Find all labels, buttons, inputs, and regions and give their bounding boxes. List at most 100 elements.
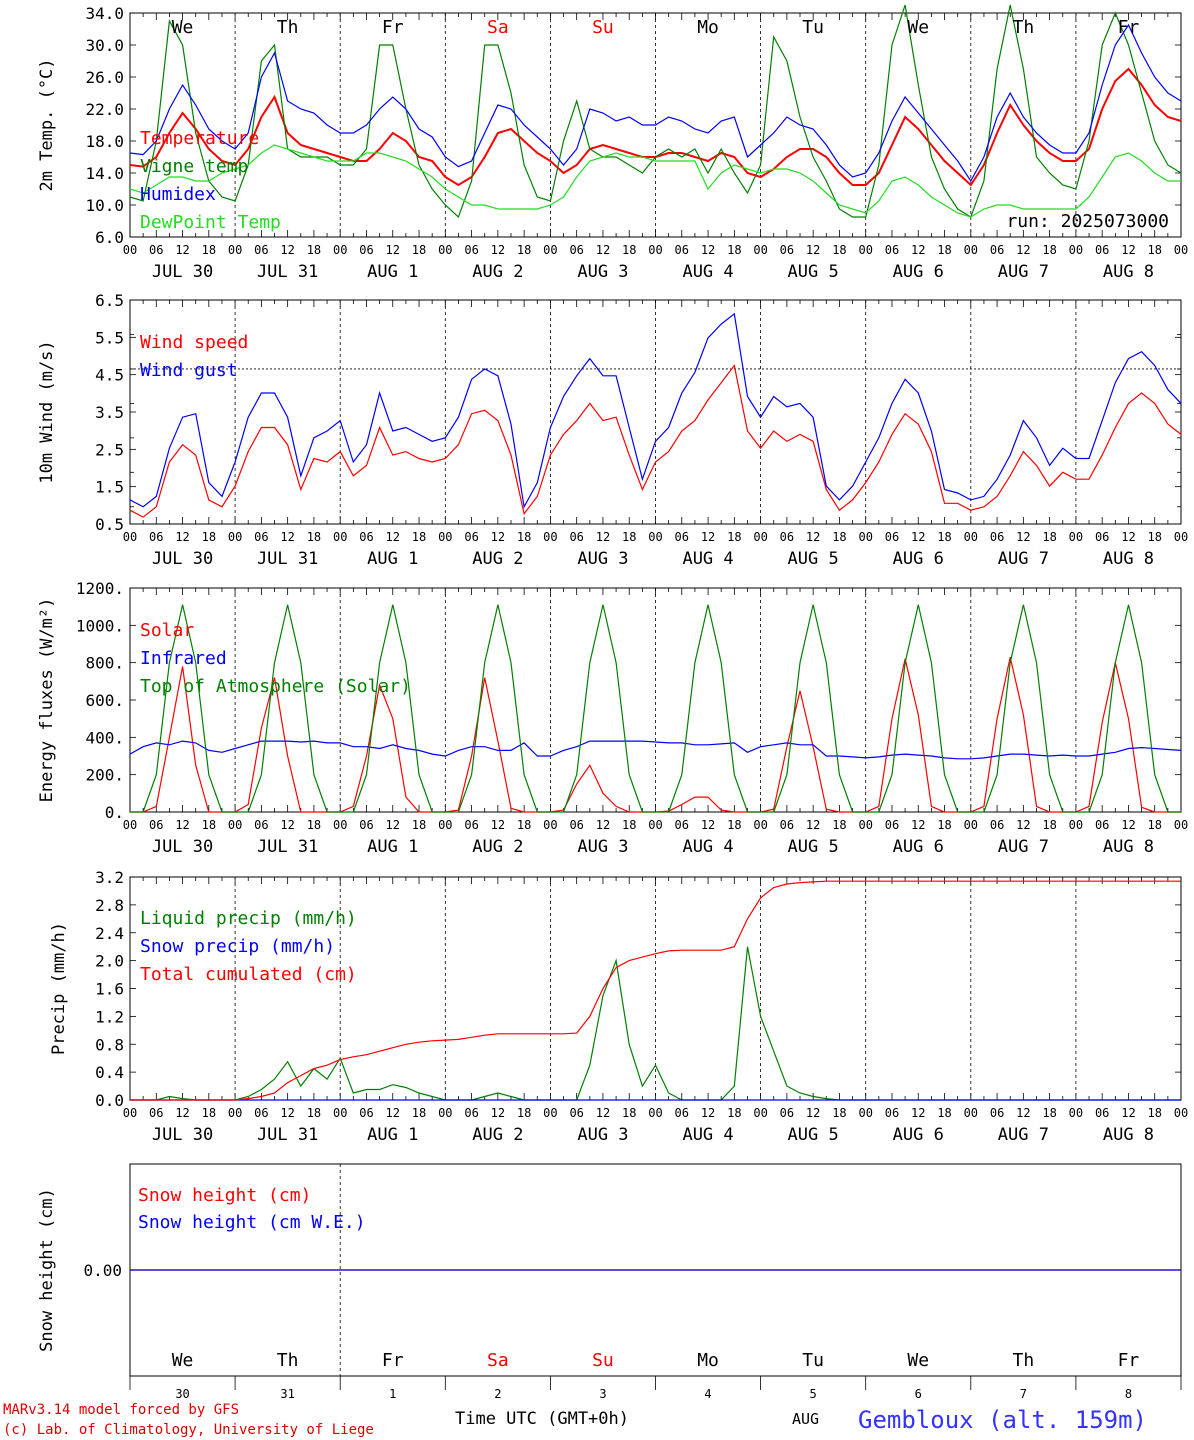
- y-tick-label: 18.0: [85, 132, 124, 151]
- x-tick-label: 18: [202, 818, 216, 832]
- x-tick-label: 12: [386, 818, 400, 832]
- x-tick-label: 00: [1069, 818, 1083, 832]
- x-tick-label: 00: [1174, 1106, 1188, 1120]
- y-tick-label: 0.: [105, 803, 124, 822]
- legend-entry: DewPoint Temp: [140, 212, 281, 233]
- x-tick-label: 00: [648, 243, 662, 257]
- x-tick-label: 12: [280, 530, 294, 544]
- date-label: AUG 3: [577, 837, 628, 857]
- x-tick-label: 18: [1042, 818, 1056, 832]
- x-tick-label: 06: [359, 530, 373, 544]
- legend-entry: Temperature: [140, 128, 259, 149]
- x-tick-label: 18: [1042, 243, 1056, 257]
- y-tick-label: 30.0: [85, 36, 124, 55]
- x-tick-label: 00: [1174, 818, 1188, 832]
- x-tick-label: 06: [464, 243, 478, 257]
- x-tick-label: 18: [307, 818, 321, 832]
- y-tick-label: 22.0: [85, 100, 124, 119]
- legend-entry: Humidex: [140, 184, 216, 205]
- legend-entry: Snow precip (mm/h): [140, 936, 335, 957]
- y-tick-label: 2.4: [95, 924, 124, 943]
- x-tick-label: 18: [832, 818, 846, 832]
- legend-entry: Liquid precip (mm/h): [140, 908, 357, 929]
- day-number-label: 1: [389, 1387, 396, 1401]
- x-tick-label: 00: [1174, 243, 1188, 257]
- date-label: AUG 2: [472, 1125, 523, 1145]
- y-tick-label: 1.6: [95, 980, 124, 999]
- x-tick-label: 18: [1147, 530, 1161, 544]
- x-tick-label: 12: [806, 243, 820, 257]
- x-tick-label: 06: [359, 1106, 373, 1120]
- x-tick-label: 00: [753, 243, 767, 257]
- date-label: JUL 31: [257, 262, 318, 282]
- x-tick-label: 00: [543, 243, 557, 257]
- y-tick-label: 34.0: [85, 4, 124, 23]
- x-tick-label: 18: [727, 818, 741, 832]
- x-tick-label: 00: [1069, 243, 1083, 257]
- weekday-label: Tu: [802, 1350, 824, 1371]
- date-label: AUG 7: [998, 262, 1049, 282]
- x-tick-label: 06: [464, 818, 478, 832]
- x-tick-label: 12: [701, 1106, 715, 1120]
- date-label: AUG 1: [367, 549, 418, 569]
- x-tick-label: 18: [727, 243, 741, 257]
- x-tick-label: 18: [937, 243, 951, 257]
- x-tick-label: 06: [885, 243, 899, 257]
- x-axis-title: Time UTC (GMT+0h): [455, 1409, 629, 1429]
- legend-entry: Snow height (cm W.E.): [138, 1212, 366, 1233]
- x-tick-label: 12: [175, 1106, 189, 1120]
- x-tick-label: 00: [228, 530, 242, 544]
- x-tick-label: 12: [911, 530, 925, 544]
- date-label: AUG 4: [682, 549, 733, 569]
- date-label: AUG 6: [893, 837, 944, 857]
- credit-model: MARv3.14 model forced by GFS: [3, 1402, 239, 1418]
- x-tick-label: 06: [464, 530, 478, 544]
- location-label: Gembloux (alt. 159m): [858, 1406, 1147, 1434]
- date-label: AUG 6: [893, 1125, 944, 1145]
- y-tick-label: 4.5: [95, 366, 124, 385]
- x-tick-label: 06: [675, 243, 689, 257]
- y-tick-label: 0.8: [95, 1035, 124, 1054]
- x-tick-label: 12: [1121, 818, 1135, 832]
- weekday-label: Th: [1013, 17, 1035, 38]
- x-tick-label: 18: [517, 1106, 531, 1120]
- legend-entry: Total cumulated (cm): [140, 964, 357, 985]
- x-tick-label: 12: [911, 818, 925, 832]
- x-tick-label: 12: [280, 243, 294, 257]
- x-tick-label: 18: [517, 818, 531, 832]
- x-tick-label: 06: [780, 1106, 794, 1120]
- x-tick-label: 18: [832, 530, 846, 544]
- x-tick-label: 06: [254, 243, 268, 257]
- panel-1: 00 06 12 18 00 06 12 18 00 06 12 18 00 06 12 18 00 06 12 18…: [37, 4, 1188, 282]
- date-label: AUG 8: [1103, 549, 1154, 569]
- y-tick-label: 14.0: [85, 164, 124, 183]
- weekday-label: Th: [1013, 1350, 1035, 1371]
- x-tick-label: 18: [517, 243, 531, 257]
- legend-entry: Wind speed: [140, 332, 248, 353]
- x-tick-label: 12: [386, 243, 400, 257]
- date-label: AUG 2: [472, 837, 523, 857]
- x-tick-label: 00: [648, 530, 662, 544]
- x-tick-label: 00: [964, 818, 978, 832]
- x-tick-label: 06: [1095, 243, 1109, 257]
- x-tick-label: 00: [753, 818, 767, 832]
- y-tick-label: 3.5: [95, 403, 124, 422]
- day-number-label: 8: [1125, 1387, 1132, 1401]
- x-tick-label: 12: [596, 1106, 610, 1120]
- x-tick-label: 12: [175, 243, 189, 257]
- x-tick-label: 12: [911, 1106, 925, 1120]
- y-tick-label: 6.0: [95, 228, 124, 247]
- weekday-label: Su: [592, 1350, 614, 1371]
- day-number-label: 2: [494, 1387, 501, 1401]
- x-tick-label: 18: [307, 530, 321, 544]
- x-tick-label: 18: [937, 530, 951, 544]
- x-tick-label: 00: [333, 530, 347, 544]
- y-tick-label: 200.: [85, 766, 124, 785]
- x-tick-label: 18: [202, 1106, 216, 1120]
- date-label: AUG 6: [893, 549, 944, 569]
- weekday-label: Fr: [382, 1350, 404, 1371]
- y-axis-title: 2m Temp. (°C): [37, 58, 57, 191]
- y-tick-label: 2.8: [95, 896, 124, 915]
- date-label: AUG 6: [893, 262, 944, 282]
- x-tick-label: 18: [622, 243, 636, 257]
